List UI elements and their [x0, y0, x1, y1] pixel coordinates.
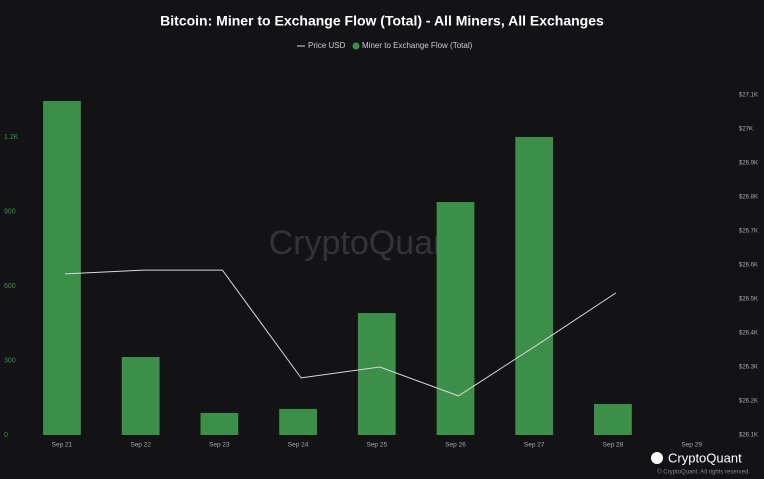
x-tick-label: Sep 23	[209, 442, 230, 449]
x-tick-label: Sep 24	[288, 442, 309, 449]
chart-title: Bitcoin: Miner to Exchange Flow (Total) …	[160, 13, 604, 29]
price-line	[64, 269, 617, 397]
legend-label: Price USD	[308, 41, 346, 50]
bar	[279, 408, 317, 435]
x-tick-label: Sep 21	[52, 442, 73, 449]
watermark: CryptoQuant	[269, 224, 462, 262]
y2-tick-label: $27.1K	[739, 93, 758, 99]
y2-tick-label: $26.3K	[739, 365, 758, 371]
y-tick-label: 900	[4, 208, 16, 215]
y2-tick-label: $26.9K	[739, 161, 758, 167]
bar	[121, 357, 160, 435]
bar	[200, 412, 239, 435]
y2-tick-label: $26.1K	[739, 433, 758, 439]
legend: Price USD Miner to Exchange Flow (Total)	[297, 41, 473, 50]
y2-tick-label: $26.2K	[739, 399, 758, 405]
y2-tick-label: $27K	[739, 127, 753, 133]
copyright: © CryptoQuant. All rights reserved.	[657, 469, 750, 476]
x-tick-label: Sep 29	[681, 442, 702, 449]
y2-tick-label: $26.7K	[739, 229, 758, 235]
bar	[436, 202, 475, 435]
y-tick-label: 0	[4, 432, 8, 439]
logo: CryptoQuant © CryptoQuant. All rights re…	[651, 450, 750, 476]
y2-tick-label: $26.5K	[739, 297, 758, 303]
legend-dot	[352, 42, 360, 50]
legend-label: Miner to Exchange Flow (Total)	[362, 41, 473, 50]
y2-tick-label: $26.6K	[739, 263, 758, 269]
bar	[357, 313, 396, 435]
bar	[594, 403, 632, 435]
brand: CryptoQuant	[668, 450, 742, 465]
x-tick-label: Sep 22	[130, 442, 151, 449]
x-tick-label: Sep 25	[366, 442, 387, 449]
bar	[515, 136, 554, 436]
y2-tick-label: $26.4K	[739, 331, 758, 337]
bar	[43, 100, 81, 435]
y-tick-label: 300	[4, 357, 16, 364]
x-tick-label: Sep 26	[445, 442, 466, 449]
x-tick-label: Sep 28	[603, 442, 624, 449]
y-tick-label: 1.2K	[4, 134, 19, 141]
y2-tick-label: $26.8K	[739, 195, 758, 201]
x-tick-label: Sep 27	[524, 442, 545, 449]
logo-icon	[651, 452, 663, 464]
y-tick-label: 600	[4, 283, 16, 290]
